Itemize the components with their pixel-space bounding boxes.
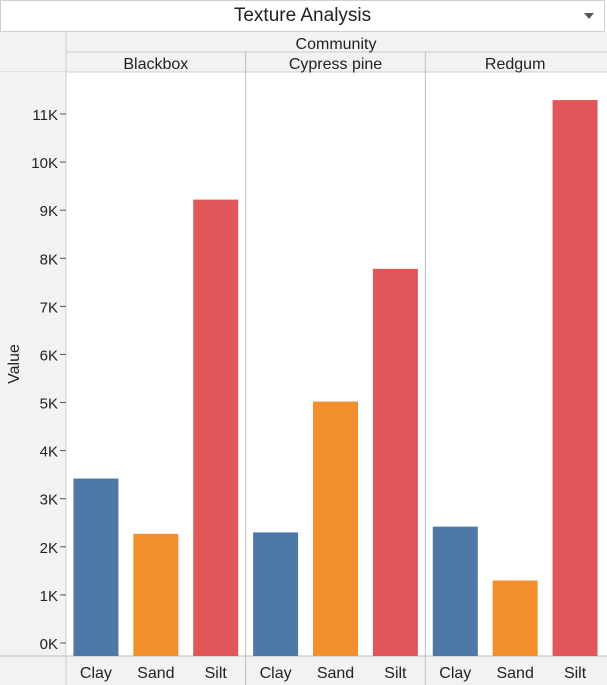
panel-header-label: Redgum [485,56,545,73]
ytick-label: 0K [40,636,58,653]
xaxis-bg [0,656,607,685]
ytick-label: 2K [40,540,58,557]
bar-cypress-pine-sand[interactable] [313,401,358,656]
xtick-label: Silt [205,665,228,682]
bar-blackbox-clay[interactable] [73,478,119,656]
bar-blackbox-silt[interactable] [193,199,239,657]
column-header-label: Community [296,36,377,53]
ytick-label: 11K [32,107,58,124]
ytick-label: 7K [40,299,58,316]
xtick-label: Silt [564,665,587,682]
xtick-label: Sand [496,665,533,682]
bar-cypress-pine-silt[interactable] [372,268,418,656]
chart-title: Texture Analysis [233,5,372,26]
ytick-label: 4K [40,444,58,461]
panel-header-label: Cypress pine [289,56,382,73]
ytick-label: 3K [40,492,58,509]
xtick-label: Clay [260,665,292,682]
xtick-label: Clay [80,665,112,682]
xtick-label: Sand [137,665,174,682]
chevron-down-icon[interactable] [584,13,594,19]
bar-chart: Community Value Blackbox Clay Sand Silt Cypr… [0,32,607,685]
bar-blackbox-sand[interactable] [133,533,179,656]
bar-redgum-sand[interactable] [492,580,538,656]
yaxis-ticks: 0K 1K 2K 3K 4K 5K 6K 7K 8K 9K 10K 11K [31,107,66,653]
ytick-label: 10K [31,155,58,172]
yaxis-bg [0,72,66,656]
ytick-label: 9K [40,203,58,220]
bar-redgum-silt[interactable] [552,100,598,656]
xtick-label: Silt [384,665,407,682]
xtick-label: Sand [317,665,354,682]
ytick-label: 8K [40,251,58,268]
panels-layer: Blackbox Clay Sand Silt Cypress pine Clay Sand… [73,52,598,685]
corner-header-bg [0,32,66,72]
bar-redgum-clay[interactable] [432,526,478,656]
xtick-label: Clay [439,665,471,682]
chart-title-bar: Texture Analysis [0,0,605,32]
yaxis-label: Value [6,344,23,384]
panel-header-label: Blackbox [123,56,188,73]
ytick-label: 6K [40,347,58,364]
ytick-label: 5K [40,396,58,413]
bar-cypress-pine-clay[interactable] [253,532,299,656]
ytick-label: 1K [40,588,58,605]
